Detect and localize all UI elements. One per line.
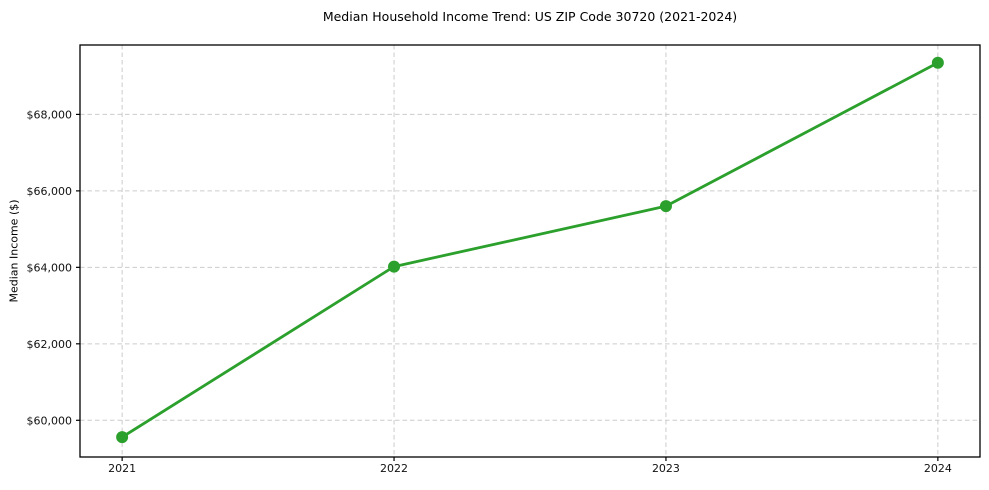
chart-title: Median Household Income Trend: US ZIP Co… [322,9,738,24]
x-tick-label: 2023 [652,462,680,475]
axes-spines [79,44,981,458]
data-point-marker [931,56,944,69]
data-point-marker [388,260,401,273]
y-tick-label: $62,000 [27,338,73,351]
y-tick-label: $68,000 [27,108,73,121]
data-point-marker [659,200,672,213]
income-trend-line [121,61,939,439]
y-axis-label: Median Income ($) [7,199,21,303]
y-tick-label: $60,000 [27,414,73,427]
data-point-marker [116,431,129,444]
y-tick-label: $64,000 [27,261,73,274]
y-tick-label: $66,000 [27,185,73,198]
x-tick-label: 2022 [380,462,408,475]
x-tick-label: 2021 [108,462,136,475]
x-tick-label: 2024 [924,462,952,475]
